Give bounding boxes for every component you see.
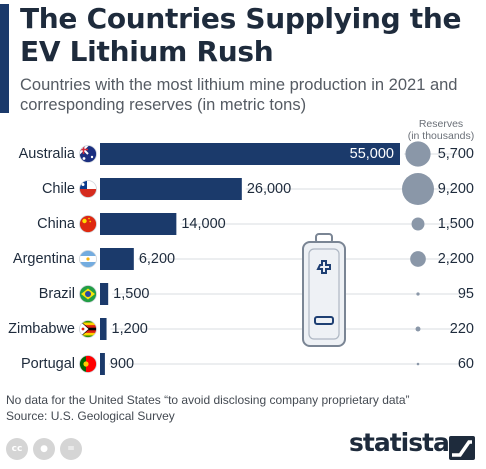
value-label-chile: 26,000	[247, 181, 291, 197]
country-label-chile: Chile	[42, 181, 75, 197]
reserves-header-unit: (in thousands)	[407, 130, 475, 142]
value-label-australia: 55,000	[350, 146, 394, 162]
reserve-label-chile: 9,200	[438, 181, 474, 197]
reserve-label-portugal: 60	[458, 356, 474, 372]
reserves-header: Reserves (in thousands)	[398, 118, 484, 142]
flag-icon-brazil	[79, 285, 97, 303]
flag-icon-portugal	[79, 355, 97, 373]
bar-chile	[100, 178, 242, 200]
footnote-note: No data for the United States “to avoid …	[6, 393, 410, 407]
reserve-bubble-portugal	[416, 362, 420, 366]
value-label-china: 14,000	[181, 216, 225, 232]
flag-icon-australia	[79, 145, 97, 163]
license-icons: cc ● =	[6, 438, 82, 460]
reserves-header-label: Reserves	[418, 118, 464, 130]
reserve-bubble-chile	[402, 173, 434, 205]
statista-logo-icon[interactable]	[449, 436, 475, 460]
no-derivatives-icon[interactable]: =	[60, 438, 82, 460]
flag-icon-chile	[79, 180, 97, 198]
value-label-brazil: 1,500	[113, 286, 149, 302]
footnote: No data for the United States “to avoid …	[6, 392, 482, 424]
flag-icon-zimbabwe	[79, 320, 97, 338]
reserve-bubble-china	[411, 217, 425, 231]
reserve-bubble-brazil	[416, 292, 420, 296]
reserve-label-china: 1,500	[438, 216, 474, 232]
bar-australia	[100, 143, 400, 165]
bar-zimbabwe	[100, 318, 107, 340]
value-label-portugal: 900	[110, 356, 134, 372]
reserve-label-zimbabwe: 220	[450, 321, 474, 337]
flag-icon-china	[79, 215, 97, 233]
country-label-china: China	[37, 216, 76, 232]
country-label-zimbabwe: Zimbabwe	[8, 321, 75, 337]
flag-icon-argentina	[79, 250, 97, 268]
chart-title: The Countries Supplying the EV Lithium R…	[20, 2, 462, 68]
bar-brazil	[100, 283, 109, 305]
title-accent-bar	[0, 4, 9, 113]
reserve-bubble-zimbabwe	[415, 326, 421, 332]
country-label-australia: Australia	[19, 146, 76, 162]
bar-argentina	[100, 248, 134, 270]
statista-wordmark[interactable]: statista	[349, 428, 450, 457]
attribution-icon[interactable]: ●	[33, 438, 55, 460]
lithium-bar-chart: Australia 55,000 5,700 Chile 26,000 9,200 Chin…	[8, 141, 474, 375]
reserve-bubble-australia	[405, 141, 431, 167]
reserve-label-argentina: 2,200	[438, 251, 474, 267]
country-label-portugal: Portugal	[21, 356, 75, 372]
value-label-argentina: 6,200	[139, 251, 175, 267]
footnote-source: Source: U.S. Geological Survey	[6, 409, 175, 423]
bar-portugal	[100, 353, 105, 375]
country-label-brazil: Brazil	[39, 286, 75, 302]
bar-china	[100, 213, 177, 235]
battery-icon	[302, 233, 346, 347]
reserve-bubble-argentina	[410, 251, 426, 267]
reserve-label-brazil: 95	[458, 286, 474, 302]
value-label-zimbabwe: 1,200	[112, 321, 148, 337]
cc-icon[interactable]: cc	[6, 438, 28, 460]
reserve-label-australia: 5,700	[438, 146, 474, 162]
chart-subtitle: Countries with the most lithium mine pro…	[20, 76, 458, 114]
country-label-argentina: Argentina	[13, 251, 76, 267]
